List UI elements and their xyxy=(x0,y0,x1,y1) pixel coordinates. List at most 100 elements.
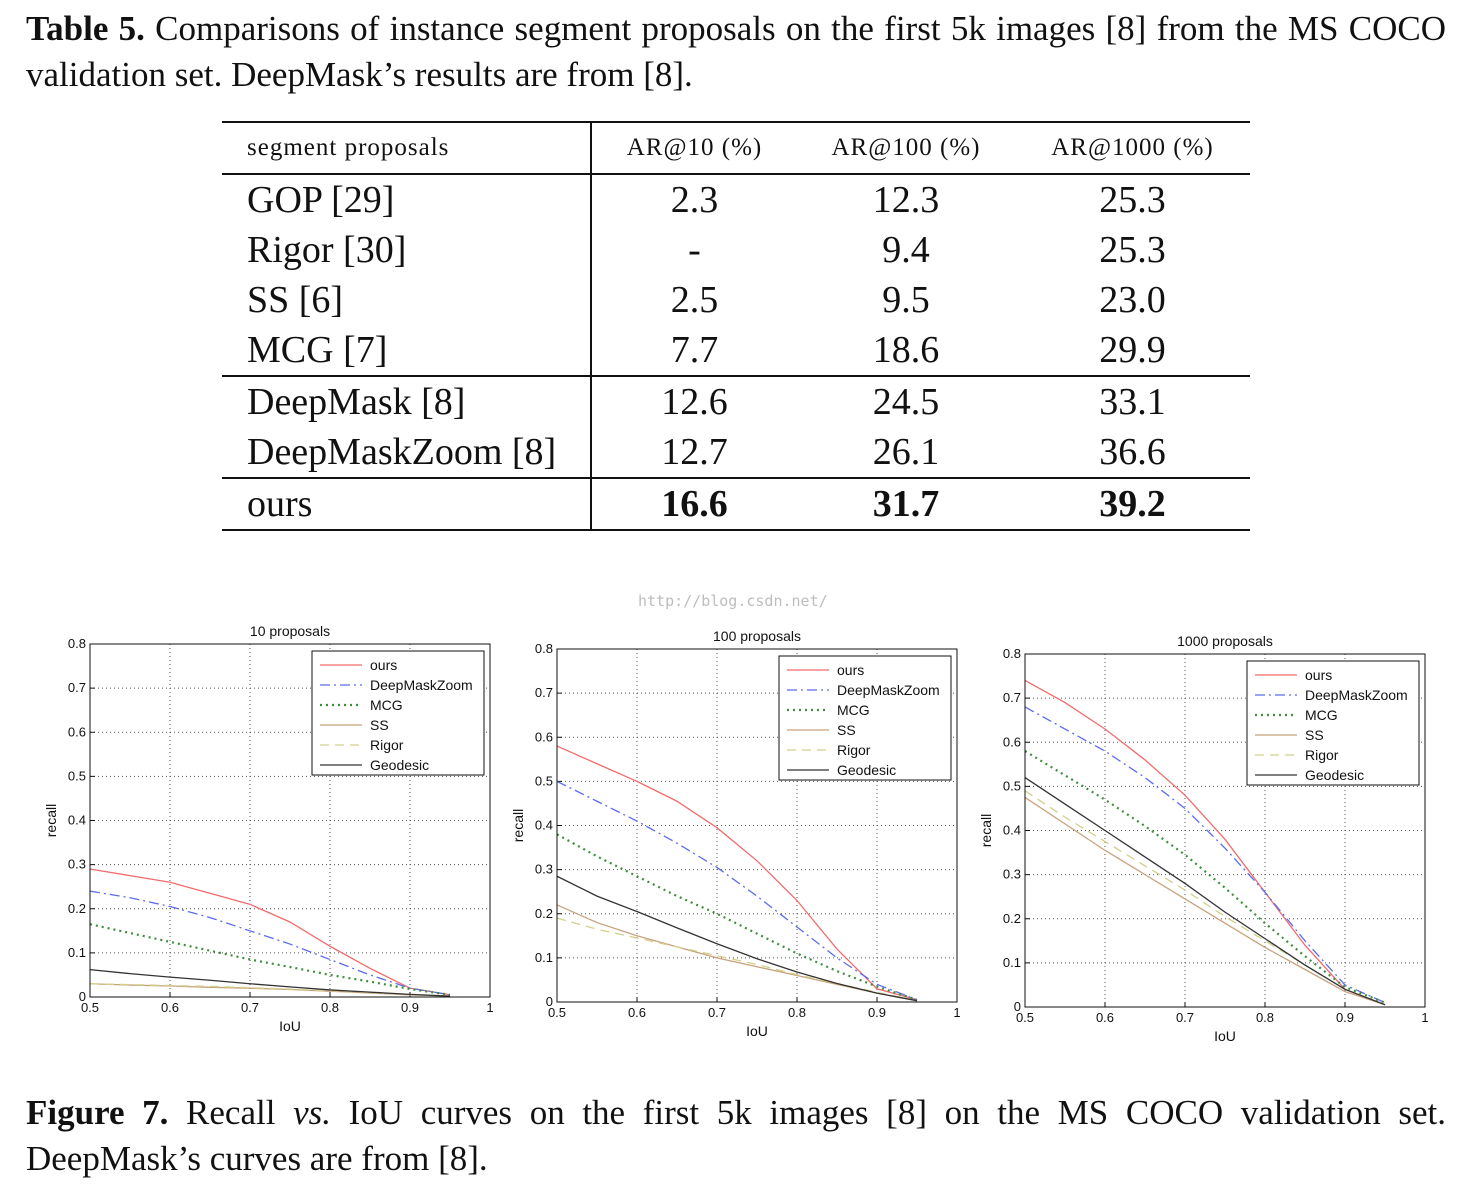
value-cell: 26.1 xyxy=(872,431,940,473)
y-tick-label: 0 xyxy=(546,994,553,1009)
chart-svg: 0.5 0.6 0.7 0.8 0.9 1 0 0.1 0.2 0.3 0.4 0.5 0.6 0.7 0.… xyxy=(978,633,1429,1044)
value-cell: 7.7 xyxy=(670,329,719,371)
table-caption-text: Comparisons of instance segment proposal… xyxy=(26,9,1447,94)
figure-caption-vs: vs. xyxy=(293,1093,331,1132)
y-tick-label: 0 xyxy=(1014,999,1021,1014)
y-tick-label: 0.6 xyxy=(68,724,86,739)
value-cell: 9.5 xyxy=(882,279,930,321)
method-cell: Rigor [30] xyxy=(222,225,592,275)
legend-box xyxy=(1246,660,1420,786)
x-tick-label: 1 xyxy=(486,1000,493,1015)
y-tick-label: 0.2 xyxy=(535,906,553,921)
method-cell: DeepMaskZoom [8] xyxy=(222,427,592,478)
y-tick-label: 0.1 xyxy=(1003,955,1021,970)
legend-label: ours xyxy=(837,662,864,678)
legend-label: Rigor xyxy=(837,742,871,758)
x-axis-label: IoU xyxy=(279,1018,301,1034)
y-tick-label: 0.4 xyxy=(68,813,86,828)
series-line-deepmaskzoom xyxy=(556,780,918,1001)
y-tick-label: 0 xyxy=(79,989,86,1004)
y-tick-label: 0.3 xyxy=(68,857,86,872)
method-cell: DeepMask [8] xyxy=(222,375,592,427)
value-cell: 18.6 xyxy=(872,329,940,371)
y-tick-label: 0.5 xyxy=(68,768,86,783)
y-tick-label: 0.7 xyxy=(535,685,553,700)
legend: ours DeepMaskZoom MCG SS Rigor Geodesic xyxy=(778,655,952,781)
x-tick-label: 1 xyxy=(1421,1010,1428,1025)
method-cell: MCG [7] xyxy=(222,325,592,376)
y-tick-label: 0.7 xyxy=(68,680,86,695)
value-cell: - xyxy=(688,229,701,271)
y-tick-label: 0.8 xyxy=(68,636,86,651)
table-row: SS [6] 2.5 9.5 23.0 xyxy=(222,275,1250,325)
legend: ours DeepMaskZoom MCG SS Rigor Geodesic xyxy=(311,650,485,776)
chart-title: 1000 proposals xyxy=(1177,633,1273,649)
x-tick-label: 1 xyxy=(953,1005,960,1020)
method-cell: ours xyxy=(222,477,592,531)
legend-label: MCG xyxy=(370,697,403,713)
header-ar100: AR@100 (%) xyxy=(797,121,1015,175)
watermark: http://blog.csdn.net/ xyxy=(638,592,828,610)
legend-label: Rigor xyxy=(1305,747,1339,763)
x-tick-label: 0.6 xyxy=(161,1000,179,1015)
y-tick-label: 0.2 xyxy=(1003,911,1021,926)
series-line-mcg xyxy=(89,923,451,996)
legend-label: DeepMaskZoom xyxy=(837,682,940,698)
table-row: MCG [7] 7.7 18.6 29.9 xyxy=(222,325,1250,376)
method-cell: SS [6] xyxy=(222,275,592,325)
legend-label: ours xyxy=(370,657,397,673)
value-cell: 29.9 xyxy=(1099,329,1166,371)
legend-label: SS xyxy=(370,717,389,733)
series-line-geodesic xyxy=(1024,777,1386,1006)
y-tick-label: 0.1 xyxy=(535,950,553,965)
legend-label: Geodesic xyxy=(370,757,429,773)
figure-caption: Figure 7. Recall vs. IoU curves on the f… xyxy=(26,1090,1446,1182)
legend-label: Rigor xyxy=(370,737,404,753)
y-tick-label: 0.8 xyxy=(1003,646,1021,661)
value-cell: 36.6 xyxy=(1099,431,1166,473)
table-row: DeepMask [8] 12.6 24.5 33.1 xyxy=(222,375,1250,427)
y-tick-label: 0.4 xyxy=(1003,823,1021,838)
y-tick-label: 0.8 xyxy=(535,641,553,656)
figure-caption-text-after: IoU curves on the first 5k images [8] on… xyxy=(26,1093,1447,1178)
series-line-ss xyxy=(1024,796,1386,1006)
series-line-ours xyxy=(1024,679,1386,1006)
legend-label: ours xyxy=(1305,667,1332,683)
series-line-ours xyxy=(556,745,918,1001)
chart-svg: 0.5 0.6 0.7 0.8 0.9 1 0 0.1 0.2 0.3 0.4 0.5 0.6 0.7 0.… xyxy=(43,623,494,1034)
axes-frame xyxy=(89,643,491,998)
table-caption: Table 5. Comparisons of instance segment… xyxy=(26,6,1446,98)
series-line-geodesic xyxy=(556,875,918,1002)
value-cell: 25.3 xyxy=(1099,179,1166,221)
series-line-deepmaskzoom xyxy=(1024,706,1386,1004)
legend-label: SS xyxy=(1305,727,1324,743)
y-axis-label: recall xyxy=(978,814,994,847)
x-tick-label: 0.8 xyxy=(1256,1010,1274,1025)
table-caption-label: Table 5. xyxy=(26,9,145,48)
x-tick-label: 0.6 xyxy=(628,1005,646,1020)
series-line-geodesic xyxy=(89,968,451,997)
chart-title: 10 proposals xyxy=(250,623,330,639)
x-axis-label: IoU xyxy=(1214,1028,1236,1044)
header-ar10: AR@10 (%) xyxy=(591,121,797,175)
legend-label: MCG xyxy=(1305,707,1338,723)
legend-label: SS xyxy=(837,722,856,738)
y-tick-label: 0.6 xyxy=(535,729,553,744)
legend-label: Geodesic xyxy=(837,762,896,778)
x-tick-label: 0.6 xyxy=(1096,1010,1114,1025)
table-row: Rigor [30] - 9.4 25.3 xyxy=(222,225,1250,275)
header-segment-proposals: segment proposals xyxy=(222,121,592,175)
figure-caption-text-before: Recall xyxy=(186,1093,276,1132)
x-tick-label: 0.8 xyxy=(788,1005,806,1020)
legend-label: DeepMaskZoom xyxy=(1305,687,1408,703)
chart-title: 100 proposals xyxy=(713,628,801,644)
legend-label: Geodesic xyxy=(1305,767,1364,783)
value-cell: 24.5 xyxy=(797,375,1015,427)
value-cell: 9.4 xyxy=(882,229,930,271)
value-cell: 12.3 xyxy=(872,179,940,221)
value-cell: 23.0 xyxy=(1099,279,1166,321)
y-tick-label: 0.5 xyxy=(535,773,553,788)
value-cell-best: 31.7 xyxy=(797,477,1015,531)
legend-box xyxy=(311,650,485,776)
x-tick-label: 0.5 xyxy=(548,1005,566,1020)
